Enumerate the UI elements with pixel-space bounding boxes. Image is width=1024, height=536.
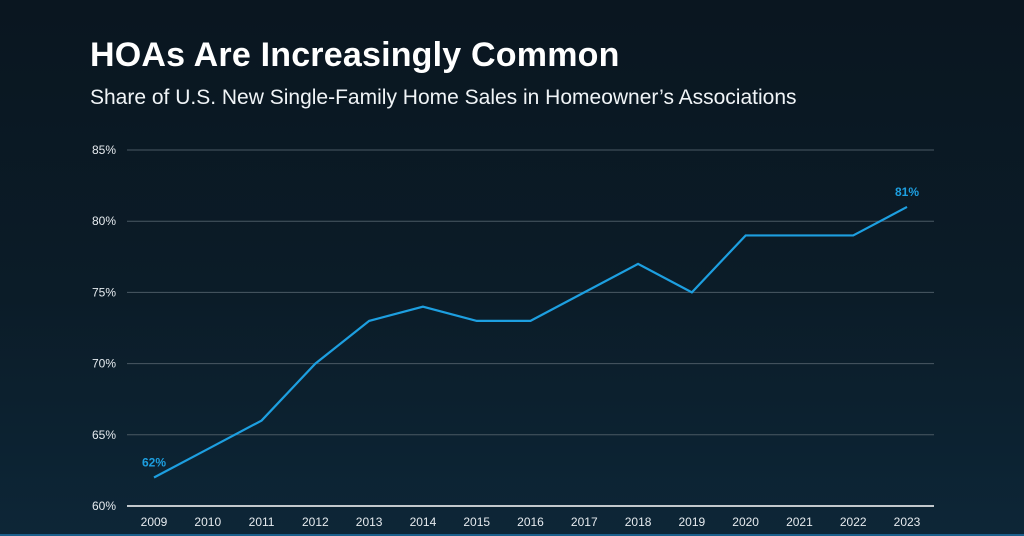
x-tick-label: 2020 (732, 515, 759, 529)
x-tick-label: 2012 (302, 515, 329, 529)
x-tick-label: 2010 (194, 515, 221, 529)
x-tick-label: 2015 (463, 515, 490, 529)
bottom-accent-bar (0, 534, 1024, 536)
y-tick-label: 60% (92, 499, 116, 513)
y-tick-label: 65% (92, 428, 116, 442)
x-axis-tick-labels: 2009 2010 2011 2012 2013 2014 2015 2016 2017 2018… (141, 515, 921, 529)
x-tick-label: 2013 (356, 515, 383, 529)
x-tick-label: 2021 (786, 515, 813, 529)
x-tick-label: 2019 (679, 515, 706, 529)
data-labels: 62% 81% (142, 185, 919, 470)
chart-title: HOAs Are Increasingly Common (90, 36, 620, 74)
x-tick-label: 2017 (571, 515, 598, 529)
series-layer (153, 205, 908, 479)
x-tick-label: 2018 (625, 515, 652, 529)
data-label: 62% (142, 456, 166, 470)
x-tick-label: 2023 (894, 515, 921, 529)
y-tick-label: 85% (92, 143, 116, 157)
chart-subtitle: Share of U.S. New Single-Family Home Sal… (90, 86, 797, 109)
y-tick-label: 80% (92, 214, 116, 228)
data-label: 81% (895, 185, 919, 199)
x-tick-label: 2016 (517, 515, 544, 529)
x-tick-label: 2014 (410, 515, 437, 529)
y-axis-tick-labels: 60% 65% 70% 75% 80% 85% (92, 143, 116, 513)
y-tick-label: 75% (92, 285, 116, 299)
x-tick-label: 2011 (249, 515, 275, 529)
y-tick-label: 70% (92, 357, 116, 371)
series-line (153, 205, 908, 479)
x-tick-label: 2009 (141, 515, 168, 529)
x-tick-label: 2022 (840, 515, 867, 529)
gridlines (127, 149, 934, 436)
